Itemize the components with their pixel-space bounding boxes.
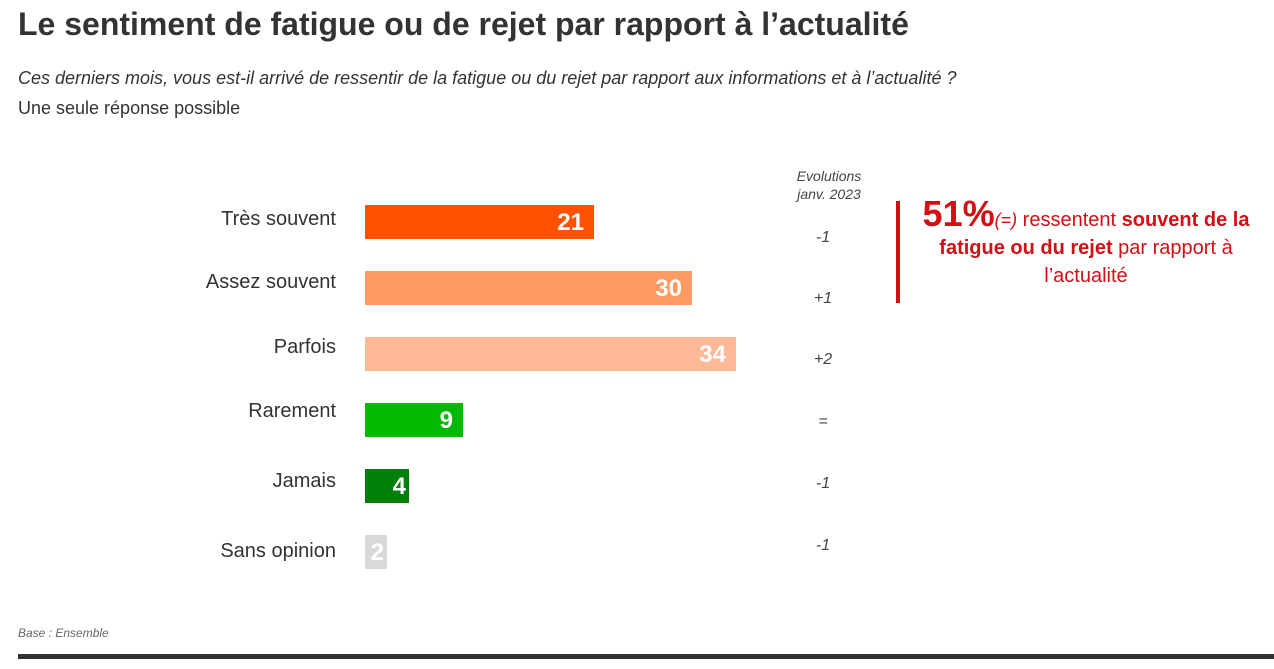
bar: 4: [365, 469, 409, 503]
bar-value-label: 34: [699, 341, 726, 368]
callout-percent: 51%: [922, 193, 995, 234]
evolution-value: +1: [813, 290, 833, 307]
evolutions-header: Evolutions janv. 2023: [770, 167, 888, 203]
evolution-value: -1: [815, 475, 831, 492]
bar-value-label: 30: [655, 275, 682, 302]
category-label: Rarement: [248, 400, 336, 422]
callout-box: 51%(=) ressentent souvent de la fatigue …: [906, 196, 1266, 290]
evolution-value: +2: [813, 351, 833, 368]
bar: 34: [365, 337, 736, 371]
bar-value-label: 2: [370, 539, 384, 566]
category-label: Parfois: [273, 336, 336, 358]
callout-text-2: par rapport à l’actualité: [1044, 237, 1233, 287]
base-note: Base : Ensemble: [18, 626, 109, 640]
bottom-rule: [18, 654, 1274, 659]
category-label: Très souvent: [221, 208, 336, 230]
bar-value-label: 21: [557, 209, 584, 236]
callout-text-1: ressentent: [1017, 209, 1122, 231]
category-label: Sans opinion: [220, 540, 336, 562]
bar-value-label: 9: [439, 407, 453, 434]
evolution-value: =: [818, 413, 828, 430]
callout-text-bold: souvent de la fatigue ou du rejet: [939, 209, 1250, 259]
bar: 30: [365, 271, 692, 305]
evolution-value: -1: [815, 229, 831, 246]
bar: 2: [365, 535, 387, 569]
category-label: Jamais: [272, 470, 336, 492]
evolutions-header-line1: Evolutions: [796, 168, 862, 184]
category-label: Assez souvent: [205, 271, 336, 293]
survey-question: Ces derniers mois, vous est-il arrivé de…: [18, 68, 957, 88]
bar-value-label: 4: [392, 473, 406, 500]
evolutions-header-line2: janv. 2023: [797, 186, 861, 202]
chart-title: Le sentiment de fatigue ou de rejet par …: [18, 6, 909, 42]
callout-change: (=): [994, 210, 1018, 230]
bar: 21: [365, 205, 594, 239]
evolution-value: -1: [815, 537, 831, 554]
bar: 9: [365, 403, 463, 437]
callout-accent-line: [896, 201, 900, 303]
answer-note: Une seule réponse possible: [18, 98, 241, 118]
